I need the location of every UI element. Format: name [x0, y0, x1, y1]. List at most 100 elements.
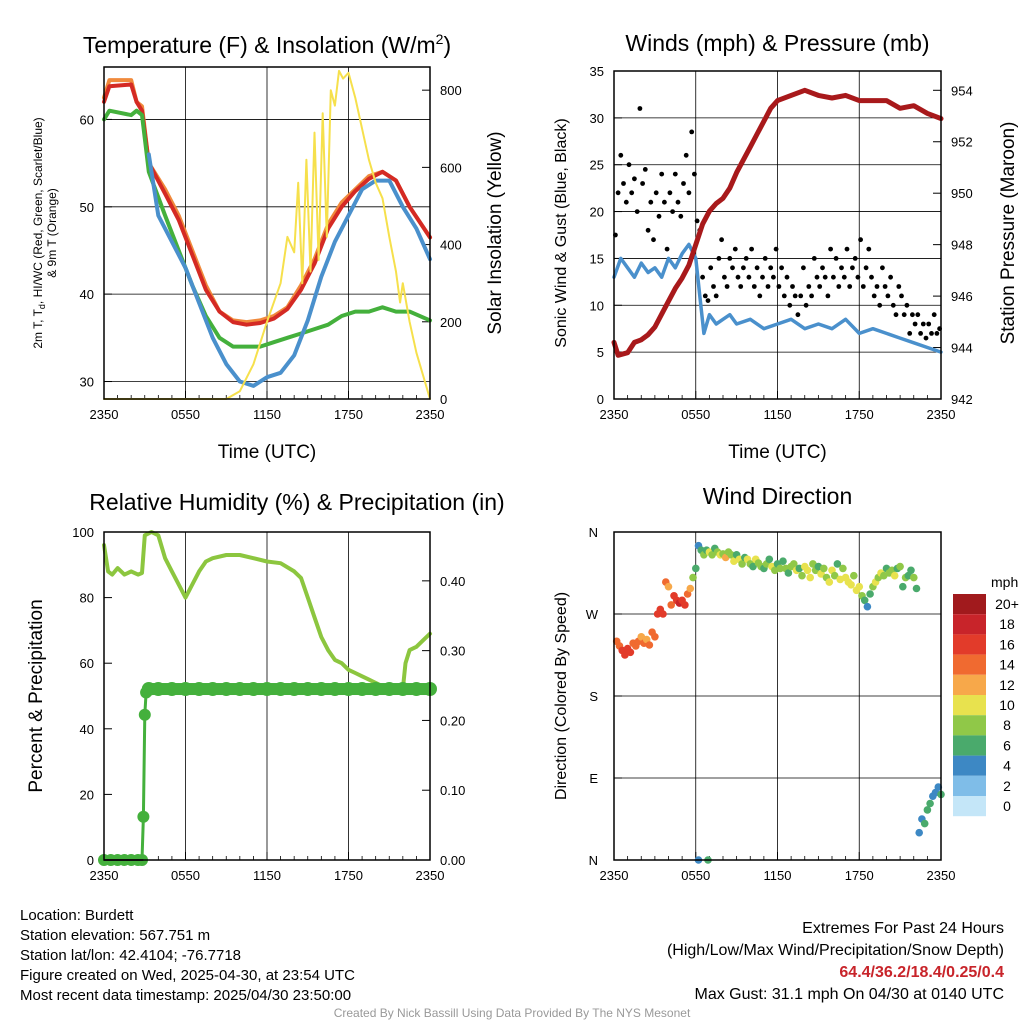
pressure-line	[611, 87, 944, 358]
gust-point	[896, 284, 902, 289]
y2-tick-label: 944	[951, 341, 973, 356]
gust-point	[833, 256, 839, 261]
y2-tick-label: 0.30	[440, 644, 465, 659]
credit-line: Created By Nick Bassill Using Data Provi…	[333, 1006, 691, 1020]
gust-point	[918, 331, 923, 336]
x-tick-label: 1750	[845, 407, 874, 422]
gust-point	[831, 274, 836, 280]
precip-band	[146, 683, 430, 696]
ylabel-part: & 9m T (Orange)	[45, 188, 59, 278]
direction-point	[912, 584, 921, 593]
gust-point	[640, 181, 645, 186]
direction-point	[659, 610, 667, 618]
extremes-values: 64.4/36.2/18.4/0.25/0.4	[839, 964, 1004, 981]
legend-label: 2	[1003, 778, 1011, 794]
gust-point	[727, 256, 733, 261]
gust-point	[692, 171, 697, 177]
y2-tick-label: 0.20	[440, 713, 465, 728]
wind-speed-line	[612, 242, 943, 354]
extremes-panel: Extremes For Past 24 Hours (High/Low/Max…	[667, 918, 1004, 1006]
y2-tick-label: 400	[440, 238, 462, 253]
gust-point	[907, 331, 913, 336]
direction-point	[920, 819, 929, 828]
y-tick-label: E	[589, 771, 598, 786]
gust-point	[798, 293, 804, 299]
y2-tick-label: 0.40	[440, 574, 465, 589]
gust-point	[836, 284, 842, 289]
y2-tick-label: 0.10	[440, 783, 465, 798]
gust-point	[781, 293, 787, 299]
gust-point	[828, 246, 833, 252]
y-tick-label: 35	[590, 64, 604, 79]
extremes-subheading: (High/Low/Max Wind/Precipitation/Snow De…	[666, 942, 1004, 959]
title-text: Temperature (F) & Insolation (W/m	[83, 32, 436, 58]
gust-point	[847, 284, 853, 289]
y-tick-label: 80	[80, 591, 94, 606]
direction-point	[850, 571, 858, 580]
legend-label: 14	[999, 657, 1015, 673]
gust-point	[735, 274, 741, 280]
gust-point	[923, 335, 929, 341]
gust-point	[626, 162, 632, 168]
x-axis-label: Time (UTC)	[218, 442, 317, 463]
plot-frame	[103, 66, 431, 400]
x-tick-label: 2350	[927, 868, 956, 883]
legend-swatch	[953, 674, 986, 695]
y-tick-label: 0	[597, 392, 604, 407]
y-tick-label: S	[589, 689, 598, 704]
gust-point	[675, 199, 681, 205]
legend-swatch	[953, 775, 986, 796]
direction-point	[664, 582, 673, 591]
gust-point	[885, 293, 891, 299]
plot-frame	[613, 70, 942, 400]
gust-point	[904, 302, 910, 308]
gust-point	[877, 302, 883, 308]
gust-point	[890, 302, 896, 308]
direction-point	[926, 799, 934, 808]
direction-point	[651, 633, 659, 641]
direction-point	[803, 566, 812, 575]
gust-point	[915, 312, 921, 318]
gust-point	[850, 265, 855, 271]
station-info: Location: Burdett Station elevation: 567…	[20, 906, 355, 1006]
y-tick-label: 30	[80, 375, 94, 390]
x-tick-label: 2350	[600, 868, 629, 883]
x-tick-label: 0550	[171, 407, 200, 422]
gust-point	[708, 265, 714, 271]
gust-point	[689, 129, 695, 135]
gust-point	[621, 181, 626, 186]
gust-point	[910, 312, 915, 318]
gust-point	[871, 293, 877, 299]
legend-swatch	[953, 634, 986, 655]
gust-point	[926, 321, 932, 327]
gust-point	[844, 246, 850, 252]
created-line: Figure created on Wed, 2025-04-30, at 23…	[20, 967, 355, 984]
x-tick-label: 1150	[253, 407, 281, 422]
y2-tick-label: 950	[951, 186, 973, 201]
y-tick-label: 20	[590, 205, 604, 220]
gust-point	[801, 265, 806, 271]
y2-tick-label: 0	[440, 392, 447, 407]
direction-point	[798, 571, 806, 580]
direction-point	[820, 564, 828, 573]
gust-point	[662, 199, 667, 205]
extremes-heading: Extremes For Past 24 Hours	[802, 920, 1004, 937]
y-tick-label: N	[589, 853, 598, 868]
title-superscript: 2	[436, 31, 444, 47]
gust-point	[738, 284, 744, 289]
legend-swatch	[953, 796, 986, 817]
gust-point	[749, 246, 754, 252]
gust-point	[771, 274, 776, 280]
direction-point	[934, 783, 943, 791]
gust-point	[841, 274, 847, 280]
legend-label: 8	[1003, 717, 1011, 733]
x-tick-label: 1750	[845, 868, 874, 883]
ylabel-subscript: d	[37, 304, 47, 309]
gust-point	[931, 312, 937, 318]
gust-point	[795, 312, 801, 318]
temp-series-yellow	[103, 69, 431, 400]
y-tick-label: 40	[80, 287, 94, 302]
gust-point	[743, 256, 749, 261]
gust-point	[732, 246, 738, 252]
